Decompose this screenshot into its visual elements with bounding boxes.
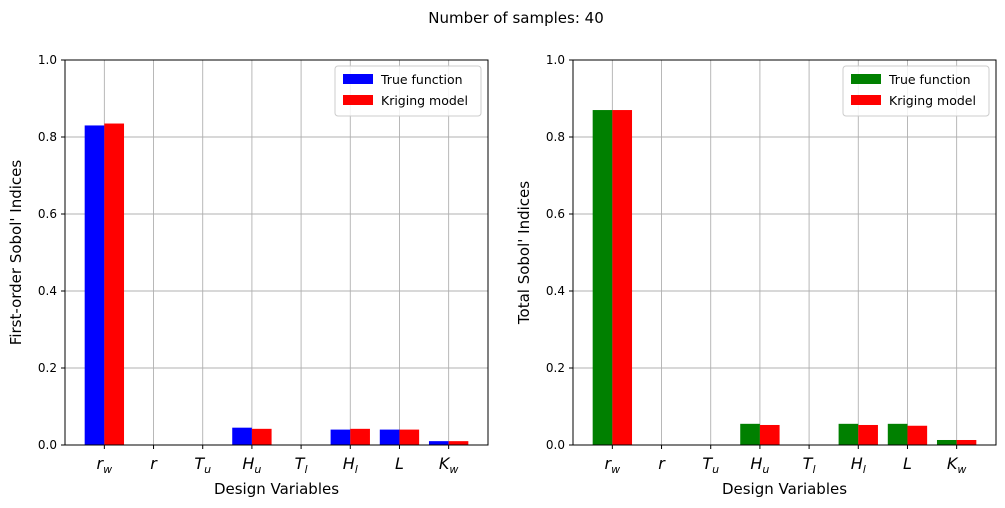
bar-kriging-model (448, 441, 469, 445)
bar-true-function (232, 427, 252, 445)
legend: True function Kriging model (334, 65, 482, 117)
x-tick-label: r (658, 454, 666, 473)
y-tick-label: 0.6 (38, 207, 57, 221)
chart-panel-first-order: 0.0 0.2 0.4 0.6 0.8 1.0 rw r Tu Hu Tl Hl L Kw Design V… (7, 53, 489, 498)
x-tick-label: Hu (750, 454, 769, 476)
x-tick-label: L (903, 454, 912, 473)
legend-swatch (343, 74, 373, 84)
legend: True function Kriging model (842, 65, 990, 117)
bar-kriging-model (907, 425, 928, 445)
y-axis-label: First-order Sobol' Indices (7, 160, 25, 346)
x-tick-label: Tl (803, 454, 816, 476)
x-tick-label: Hl (343, 454, 358, 476)
plot-frame (572, 59, 997, 446)
y-tick-label: 1.0 (546, 53, 565, 67)
bar-kriging-model (956, 439, 977, 445)
bar-kriging-model (104, 123, 125, 446)
y-tick-label: 0.2 (38, 361, 57, 375)
x-tick-label: Hl (851, 454, 866, 476)
bar-true-function (592, 110, 613, 446)
legend-swatch (343, 95, 373, 105)
y-axis-label: Total Sobol' Indices (515, 181, 533, 325)
bar-true-function (887, 423, 908, 445)
y-tick-label: 0.8 (546, 130, 565, 144)
bar-kriging-model (858, 424, 878, 445)
legend-entry: True function (380, 72, 463, 87)
y-tick-label: 0.8 (38, 130, 57, 144)
x-tick-label: rw (97, 454, 113, 476)
bar-true-function (838, 423, 859, 445)
bar-kriging-model (759, 424, 780, 445)
bar-true-function (936, 439, 957, 445)
bar-true-function (330, 429, 351, 445)
x-tick-label: Kw (947, 454, 967, 476)
x-tick-label: Hu (242, 454, 261, 476)
x-tick-label: rw (605, 454, 621, 476)
x-tick-label: Kw (439, 454, 459, 476)
legend-swatch (851, 95, 881, 105)
legend-swatch (851, 74, 881, 84)
bar-true-function (428, 441, 449, 445)
bars (84, 123, 469, 446)
y-tick-label: 0.2 (546, 361, 565, 375)
y-tick-label: 0.4 (546, 284, 565, 298)
bar-kriging-model (612, 110, 633, 446)
x-tick-label: Tu (194, 454, 211, 476)
figure-suptitle: Number of samples: 40 (428, 9, 604, 27)
bar-kriging-model (399, 429, 420, 445)
gridlines (65, 59, 488, 446)
x-tick-label: Tl (295, 454, 308, 476)
bars (592, 110, 977, 446)
bar-true-function (84, 125, 105, 445)
bar-kriging-model (251, 428, 272, 445)
bar-kriging-model (350, 428, 370, 445)
chart-panel-total: 0.0 0.2 0.4 0.6 0.8 1.0 rw r Tu Hu Tl Hl L Kw Design V… (515, 53, 997, 498)
legend-entry: True function (888, 72, 971, 87)
x-axis-label: Design Variables (722, 480, 847, 498)
x-tick-label: L (395, 454, 404, 473)
legend-entry: Kriging model (889, 93, 976, 108)
x-axis-label: Design Variables (214, 480, 339, 498)
y-tick-label: 0.4 (38, 284, 57, 298)
x-tick-label: r (150, 454, 158, 473)
bar-true-function (379, 429, 400, 445)
legend-entry: Kriging model (381, 93, 468, 108)
y-tick-label: 0.6 (546, 207, 565, 221)
gridlines (573, 59, 996, 446)
y-tick-label: 0.0 (38, 438, 57, 452)
bar-true-function (740, 423, 760, 445)
y-tick-label: 1.0 (38, 53, 57, 67)
y-tick-label: 0.0 (546, 438, 565, 452)
x-tick-label: Tu (702, 454, 719, 476)
plot-frame (64, 59, 489, 446)
